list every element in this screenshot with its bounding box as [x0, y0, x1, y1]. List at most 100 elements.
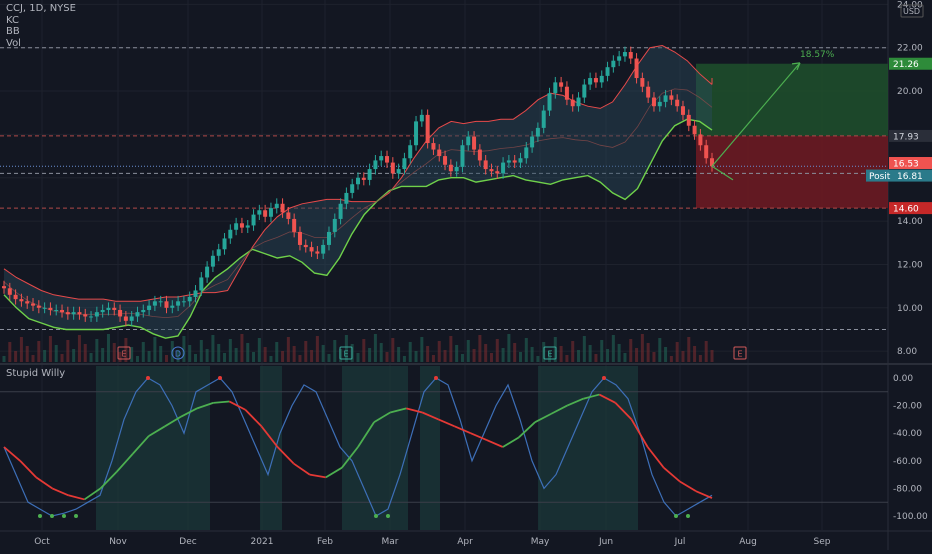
indicator-kc[interactable]: KC: [6, 14, 19, 26]
overbought-dot: [146, 376, 150, 380]
willy-signal-segment: [598, 393, 616, 404]
candle-body: [495, 171, 500, 174]
candle-body: [326, 231, 331, 245]
candle-body: [680, 106, 685, 115]
earnings-marker: [543, 346, 557, 360]
volume-bar: [698, 355, 702, 362]
volume-bar: [228, 339, 232, 362]
x-tick-label: Jul: [674, 537, 686, 547]
candle-body: [541, 110, 546, 128]
willy-signal-segment: [406, 407, 423, 414]
indicator-vol[interactable]: Vol: [6, 37, 21, 49]
candle-body: [129, 316, 134, 321]
willy-line: [3, 377, 713, 517]
willy-signal-segment: [630, 418, 649, 448]
volume-bar: [356, 353, 360, 362]
earnings-marker-label: E: [547, 350, 552, 359]
candle-body: [530, 136, 535, 148]
volume-bar: [194, 354, 198, 362]
volume-bar: [199, 340, 203, 362]
candle-body: [431, 143, 436, 150]
volume-bar: [449, 336, 453, 362]
candle-body: [274, 203, 279, 209]
candle-body: [176, 301, 181, 306]
indicator-bb[interactable]: BB: [6, 26, 20, 37]
candle-body: [646, 86, 651, 98]
willy-signal-segment: [83, 487, 102, 501]
volume-bar: [2, 356, 6, 362]
dividend-marker: [171, 346, 185, 360]
willy-signal-segment: [534, 413, 552, 423]
candle-body: [425, 114, 430, 144]
volume-bar: [54, 345, 58, 362]
candle-body: [704, 145, 709, 159]
candle-body: [332, 218, 337, 232]
candle-body: [553, 82, 558, 94]
volume-bar: [681, 351, 685, 362]
volume-bar: [397, 347, 401, 362]
willy-signal-segment: [389, 407, 407, 414]
target-arrow: [711, 62, 801, 167]
volume-bar: [339, 349, 343, 362]
target-price-tag: 21.26: [893, 60, 919, 70]
x-tick-label: Jun: [598, 537, 613, 547]
candle-body: [48, 307, 53, 310]
candle-body: [309, 247, 314, 252]
willy-tick-label: -100.00: [893, 512, 928, 522]
volume-bar: [368, 348, 372, 362]
candle-body: [535, 127, 540, 137]
volume-bar: [414, 351, 418, 362]
candle-body: [65, 312, 70, 315]
candle-body: [692, 125, 697, 135]
volume-bar: [466, 340, 470, 362]
volume-bar: [594, 354, 598, 362]
willy-signal-segment: [422, 411, 439, 421]
candle-body: [477, 149, 482, 161]
candle-body: [170, 305, 175, 308]
earnings-marker: [339, 346, 353, 360]
candles: [2, 46, 714, 327]
volume-bar: [385, 352, 389, 362]
willy-signal-segment: [148, 425, 166, 437]
candle-body: [593, 78, 598, 83]
volume-bar: [275, 342, 279, 362]
volume-bar: [431, 355, 435, 362]
y-tick-label: 20.00: [897, 87, 923, 97]
candle-body: [321, 244, 326, 254]
candle-body: [385, 156, 390, 163]
willy-signal-segment: [614, 402, 633, 421]
volume-bar: [704, 341, 708, 362]
candle-body: [71, 312, 76, 315]
candle-body: [118, 309, 123, 317]
willy-signal-segment: [180, 407, 198, 418]
indicator-title[interactable]: Stupid Willy: [6, 368, 66, 379]
volume-bar: [408, 342, 412, 362]
willy-tick-label: -20.00: [893, 402, 922, 412]
indicator-pane: [0, 366, 888, 530]
volume-bar: [658, 338, 662, 362]
volume-bar: [675, 342, 679, 362]
willy-signal-segment: [325, 466, 343, 479]
overbought-dot: [218, 376, 222, 380]
candle-body: [106, 307, 111, 310]
x-tick-label: Aug: [739, 537, 757, 547]
candle-body: [454, 166, 459, 172]
candle-body: [135, 312, 140, 317]
symbol-title[interactable]: CCJ, 1D, NYSE: [6, 3, 76, 14]
candle-body: [2, 286, 6, 289]
candle-body: [466, 136, 471, 146]
current-price-tag: 16.53: [893, 160, 919, 170]
volume-bar: [223, 353, 227, 362]
candle-body: [582, 84, 587, 98]
volume-bar: [687, 337, 691, 362]
volume-bar: [234, 348, 238, 362]
candle-body: [483, 160, 488, 170]
volume-bar: [693, 346, 697, 362]
x-tick-label: Feb: [317, 537, 333, 547]
candle-body: [350, 184, 355, 193]
candle-body: [437, 149, 442, 157]
candle-body: [234, 223, 239, 230]
willy-signal-segment: [695, 490, 713, 499]
